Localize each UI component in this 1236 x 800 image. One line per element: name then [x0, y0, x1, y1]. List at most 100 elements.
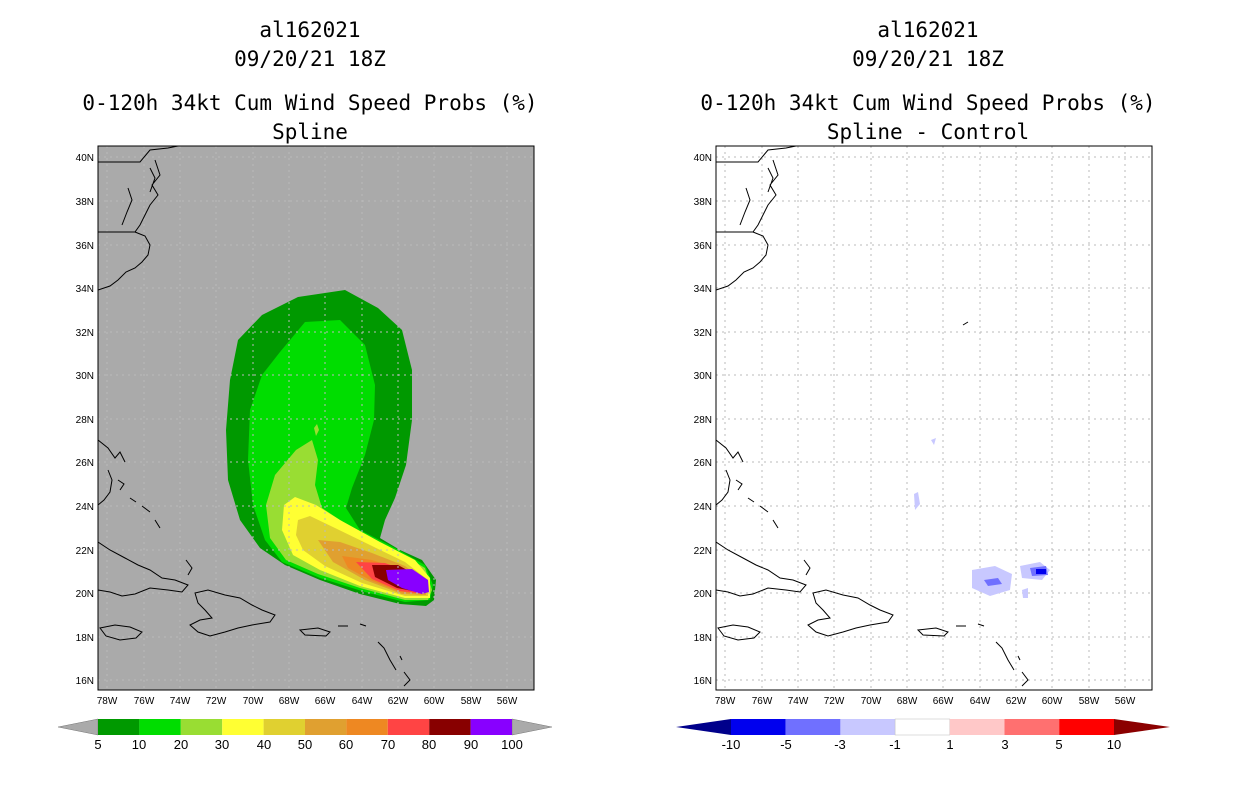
left-lon-label: 62W — [388, 696, 409, 707]
right-colorbar-swatch — [949, 719, 1005, 735]
left-colorbar-label: 50 — [298, 737, 312, 752]
right-lat-label: 16N — [694, 676, 712, 687]
left-lat-label: 40N — [76, 153, 94, 164]
right-lat-label: 20N — [694, 589, 712, 600]
left-datetime: 09/20/21 18Z — [234, 47, 386, 71]
right-colorbar-swatch — [1059, 719, 1114, 735]
right-colorbar-swatch — [1004, 719, 1060, 735]
right-lon-labels: 78W 76W 74W 72W 70W 68W 66W 64W 62W 60W … — [715, 696, 1136, 707]
left-lat-label: 30N — [76, 371, 94, 382]
right-lon-label: 74W — [788, 696, 809, 707]
left-colorbar-label: 5 — [94, 737, 101, 752]
left-colorbar-label: 30 — [215, 737, 229, 752]
right-lat-label: 26N — [694, 458, 712, 469]
left-storm-id: al162021 — [259, 18, 361, 42]
left-lon-label: 76W — [134, 696, 155, 707]
difference-contours — [914, 438, 1050, 598]
left-lon-labels: 78W 76W 74W 72W 70W 68W 66W 64W 62W 60W … — [97, 696, 518, 707]
diff-minus1-blob — [931, 438, 936, 445]
right-map-frame — [715, 145, 1153, 691]
left-lat-label: 32N — [76, 328, 94, 339]
right-subtitle: Spline - Control — [826, 120, 1030, 144]
left-lat-label: 20N — [76, 589, 94, 600]
right-lon-label: 56W — [1115, 696, 1136, 707]
right-colorbar-label: -10 — [722, 737, 741, 752]
right-colorbar-label: 10 — [1107, 737, 1121, 752]
left-gridlines — [98, 146, 534, 690]
right-colorbar-label: -3 — [834, 737, 846, 752]
left-lat-label: 24N — [76, 502, 94, 513]
left-lat-label: 34N — [76, 284, 94, 295]
left-lat-label: 28N — [76, 415, 94, 426]
left-colorbar-low-arrow — [57, 718, 99, 736]
left-colorbar-label: 20 — [174, 737, 188, 752]
left-lon-label: 68W — [279, 696, 300, 707]
right-title: 0-120h 34kt Cum Wind Speed Probs (%) — [700, 91, 1156, 115]
left-colorbar-swatch — [305, 719, 347, 735]
right-lon-label: 78W — [715, 696, 736, 707]
right-colorbar-high-arrow — [1114, 719, 1170, 735]
right-lat-label: 36N — [694, 241, 712, 252]
right-colorbar-label: 5 — [1055, 737, 1062, 752]
left-lon-label: 72W — [206, 696, 227, 707]
right-colorbar-swatch — [731, 719, 786, 735]
right-colorbar: -10 -5 -3 -1 1 3 5 10 — [676, 718, 1170, 752]
left-map-frame — [97, 145, 535, 691]
left-title: 0-120h 34kt Cum Wind Speed Probs (%) — [82, 91, 538, 115]
left-lon-label: 64W — [352, 696, 373, 707]
left-lat-label: 26N — [76, 458, 94, 469]
right-colorbar-swatch — [840, 719, 896, 735]
right-lon-label: 64W — [970, 696, 991, 707]
right-colorbar-low-arrow — [676, 719, 731, 735]
right-lat-label: 28N — [694, 415, 712, 426]
diff-minus3-blob — [984, 578, 1002, 586]
left-colorbar-high-arrow — [511, 718, 553, 736]
left-colorbar-label: 60 — [339, 737, 353, 752]
left-colorbar-swatch — [98, 719, 140, 735]
right-lon-label: 62W — [1006, 696, 1027, 707]
left-lon-label: 60W — [424, 696, 445, 707]
left-colorbar-label: 100 — [501, 737, 523, 752]
left-lon-label: 78W — [97, 696, 118, 707]
right-colorbar-label: 3 — [1001, 737, 1008, 752]
left-lat-label: 16N — [76, 676, 94, 687]
contour-5-spot — [314, 424, 319, 436]
left-colorbar-label: 10 — [132, 737, 146, 752]
right-lon-label: 70W — [861, 696, 882, 707]
left-coastlines — [98, 146, 411, 687]
left-colorbar-swatch — [222, 719, 264, 735]
left-colorbar-label: 80 — [422, 737, 436, 752]
right-lat-label: 38N — [694, 197, 712, 208]
right-storm-id: al162021 — [877, 18, 979, 42]
left-lat-label: 22N — [76, 546, 94, 557]
left-colorbar-swatch — [387, 719, 430, 735]
left-lon-label: 66W — [315, 696, 336, 707]
left-lon-label: 56W — [497, 696, 518, 707]
right-map-panel: 40N 38N 36N 34N 32N 30N 28N 26N 24N 22N … — [694, 145, 1153, 707]
right-lat-label: 22N — [694, 546, 712, 557]
left-colorbar-label: 70 — [381, 737, 395, 752]
right-lon-label: 68W — [897, 696, 918, 707]
left-colorbar-swatch — [470, 719, 512, 735]
left-lon-label: 58W — [461, 696, 482, 707]
left-subtitle: Spline — [272, 120, 348, 144]
left-colorbar-label: 40 — [257, 737, 271, 752]
right-datetime: 09/20/21 18Z — [852, 47, 1004, 71]
right-lat-label: 24N — [694, 502, 712, 513]
right-lat-label: 30N — [694, 371, 712, 382]
left-lat-label: 38N — [76, 197, 94, 208]
right-map-background — [716, 146, 1152, 690]
right-lat-labels: 40N 38N 36N 34N 32N 30N 28N 26N 24N 22N … — [694, 153, 712, 687]
right-colorbar-label: -5 — [780, 737, 792, 752]
right-lon-label: 76W — [752, 696, 773, 707]
left-colorbar: 5 10 20 30 40 50 60 70 80 90 100 — [57, 718, 553, 752]
diff-minus1-blob — [1022, 588, 1028, 598]
right-coastlines — [716, 146, 1029, 687]
left-lat-label: 36N — [76, 241, 94, 252]
left-colorbar-label: 90 — [464, 737, 478, 752]
right-lat-label: 32N — [694, 328, 712, 339]
right-lon-label: 72W — [824, 696, 845, 707]
left-lat-labels: 40N 38N 36N 34N 32N 30N 28N 26N 24N 22N … — [76, 153, 94, 687]
left-map-panel: 40N 38N 36N 34N 32N 30N 28N 26N 24N 22N … — [76, 145, 535, 707]
